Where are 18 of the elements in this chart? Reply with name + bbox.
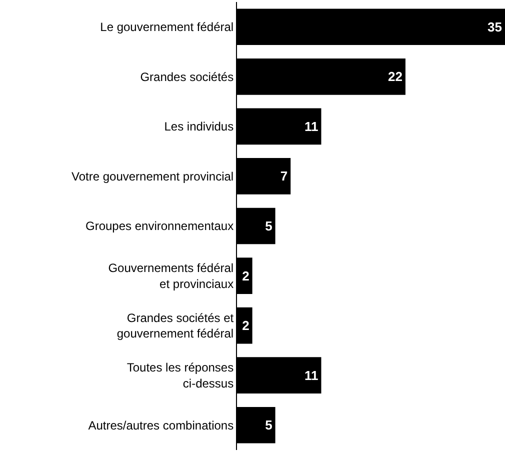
data-label: 35: [488, 19, 502, 34]
y-tick-label: Groupes environnementaux: [86, 219, 234, 234]
y-tick-label: Votre gouvernement provincial: [72, 169, 234, 184]
y-tick-label: Grandes sociétés: [140, 70, 234, 84]
y-tick-label: Toutes les réponses ci-dessus: [126, 360, 234, 390]
y-tick-label: Gouvernements fédéral et provinciaux: [108, 261, 234, 291]
data-label: 11: [304, 118, 318, 134]
data-label: 5: [265, 218, 272, 234]
y-tick-label: Autres/autres combinations: [88, 418, 234, 432]
y-tick-label: Grandes sociétés et gouvernement fédéral: [116, 310, 234, 341]
data-label: 5: [265, 418, 272, 433]
y-tick-label: Le gouvernement fédéral: [100, 20, 234, 34]
data-label: 11: [304, 368, 318, 383]
data-label: 2: [242, 318, 250, 334]
data-label: 7: [280, 168, 288, 184]
y-tick-label: Les individus: [164, 120, 234, 134]
data-label: 22: [388, 69, 402, 84]
data-label: 2: [242, 268, 250, 284]
